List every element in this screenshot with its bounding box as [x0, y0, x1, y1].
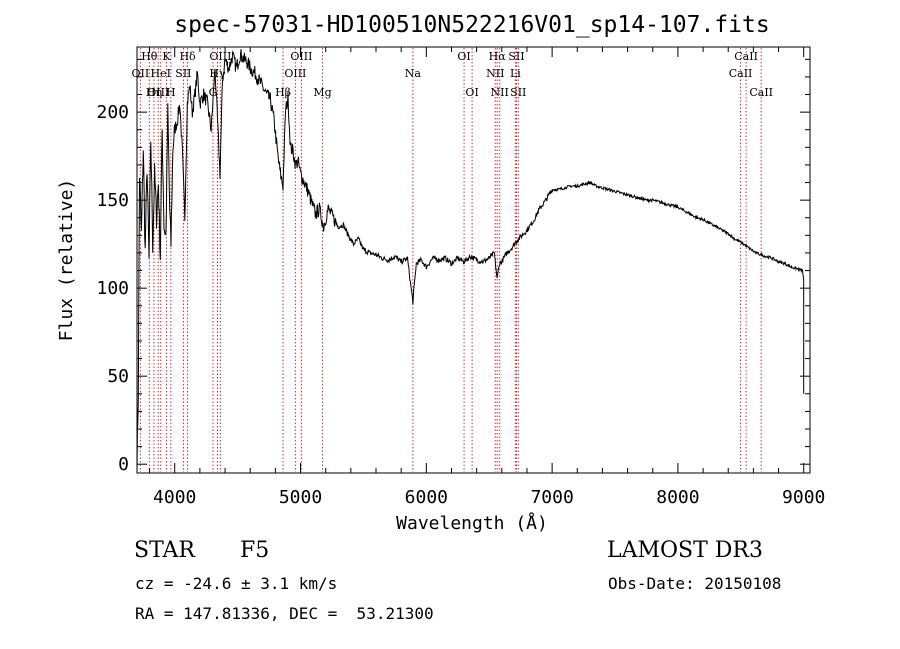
line-label-3: K — [162, 50, 171, 63]
line-label-7: H — [166, 86, 176, 99]
line-label-26: CaII — [729, 67, 753, 80]
line-label-4: HeI — [151, 67, 171, 80]
y-tick-label-1: 50 — [107, 366, 129, 387]
line-label-1: OII — [132, 67, 150, 80]
line-label-13: OIII — [284, 67, 306, 80]
x-tick-label-5: 9000 — [782, 487, 825, 508]
x-tick-label-2: 6000 — [405, 487, 448, 508]
line-label-21: NII — [491, 86, 509, 99]
line-label-18: OI — [465, 86, 478, 99]
velocity-readout: cz = -24.6 ± 3.1 km/s — [135, 574, 338, 593]
line-label-2: OIII — [147, 86, 169, 99]
line-label-12: OIII — [290, 50, 312, 63]
object-class: STAR — [134, 538, 195, 563]
y-tick-label-3: 150 — [96, 190, 129, 211]
line-label-17: OI — [457, 50, 470, 63]
object-subclass: F5 — [240, 538, 270, 563]
coordinates-readout: RA = 147.81336, DEC = 53.21300 — [135, 604, 434, 623]
x-tick-label-4: 8000 — [656, 487, 699, 508]
x-tick-label-3: 7000 — [530, 487, 573, 508]
y-tick-label-0: 0 — [118, 454, 129, 475]
line-label-0: Hθ — [141, 50, 158, 63]
x-axis-ticks: 4000 5000 6000 7000 8000 9000 — [149, 47, 825, 508]
line-label-27: CaII — [749, 86, 773, 99]
line-label-5: Hη — [146, 86, 162, 99]
emission-line-markers — [139, 48, 762, 472]
line-label-14: Hβ — [275, 86, 291, 99]
line-label-22: SII — [508, 50, 524, 63]
spectrum-series-line — [136, 49, 805, 474]
line-label-10: Hγ — [209, 67, 226, 80]
y-axis-ticks: 0 50 100 150 200 — [96, 58, 810, 475]
plot-frame — [136, 46, 811, 474]
line-label-8: Hδ — [179, 50, 196, 63]
survey-name: LAMOST DR3 — [607, 538, 763, 563]
chart-title: spec-57031-HD100510N522216V01_sp14-107.f… — [174, 12, 769, 38]
line-label-9: OIII — [209, 50, 231, 63]
line-label-25: CaII — [734, 50, 758, 63]
y-axis-label: Flux (relative) — [56, 179, 77, 342]
line-label-6: SII — [175, 67, 191, 80]
line-label-15: Mg — [313, 86, 331, 99]
y-tick-label-2: 100 — [96, 278, 129, 299]
line-label-19: Hα — [489, 50, 507, 63]
y-tick-label-4: 200 — [96, 102, 129, 123]
x-axis-label: Wavelength (Å) — [396, 512, 548, 534]
line-label-20: NII — [486, 67, 504, 80]
x-tick-label-1: 5000 — [279, 487, 322, 508]
observation-date: Obs-Date: 20150108 — [608, 574, 782, 593]
line-label-24: SII — [510, 86, 526, 99]
line-label-23: Li — [510, 67, 521, 80]
x-tick-label-0: 4000 — [153, 487, 196, 508]
line-label-16: Na — [405, 67, 422, 80]
